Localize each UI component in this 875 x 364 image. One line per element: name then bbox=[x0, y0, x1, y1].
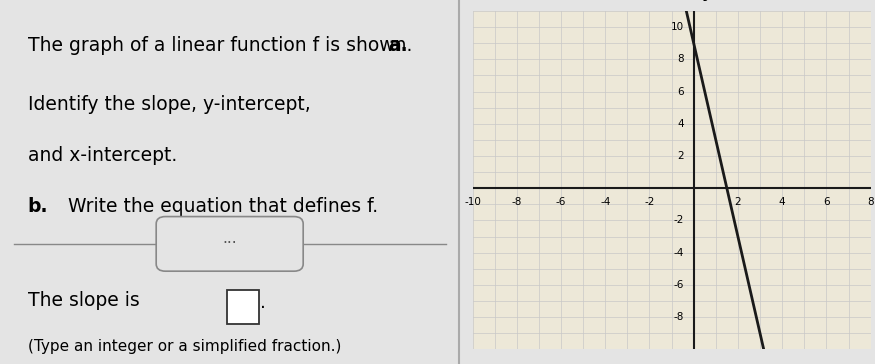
Text: 8: 8 bbox=[677, 54, 683, 64]
Text: (Type an integer or a simplified fraction.): (Type an integer or a simplified fractio… bbox=[28, 339, 341, 353]
Text: .: . bbox=[260, 293, 265, 312]
Text: 10: 10 bbox=[670, 22, 683, 32]
Text: Identify the slope, y-intercept,: Identify the slope, y-intercept, bbox=[28, 95, 311, 114]
FancyBboxPatch shape bbox=[156, 217, 303, 271]
Text: 6: 6 bbox=[823, 197, 830, 207]
Text: 2: 2 bbox=[735, 197, 741, 207]
Text: -4: -4 bbox=[674, 248, 683, 258]
Text: b.: b. bbox=[28, 197, 48, 215]
Text: 4: 4 bbox=[677, 119, 683, 129]
Text: -8: -8 bbox=[674, 312, 683, 322]
Text: 8: 8 bbox=[867, 197, 874, 207]
Text: y: y bbox=[702, 0, 711, 1]
Text: 2: 2 bbox=[677, 151, 683, 161]
Text: 4: 4 bbox=[779, 197, 786, 207]
Text: Write the equation that defines f.: Write the equation that defines f. bbox=[62, 197, 378, 215]
Text: -8: -8 bbox=[512, 197, 522, 207]
Text: a.: a. bbox=[388, 36, 408, 55]
Text: and x-intercept.: and x-intercept. bbox=[28, 146, 177, 165]
Text: -2: -2 bbox=[674, 215, 683, 225]
Text: -6: -6 bbox=[556, 197, 566, 207]
Text: -10: -10 bbox=[464, 197, 481, 207]
Text: -4: -4 bbox=[600, 197, 611, 207]
Text: -6: -6 bbox=[674, 280, 683, 290]
Text: 6: 6 bbox=[677, 87, 683, 96]
Text: -2: -2 bbox=[644, 197, 654, 207]
Text: The graph of a linear function f is shown.: The graph of a linear function f is show… bbox=[28, 36, 418, 55]
FancyBboxPatch shape bbox=[228, 290, 259, 324]
Text: ···: ··· bbox=[222, 236, 237, 251]
Text: The slope is: The slope is bbox=[28, 291, 145, 310]
